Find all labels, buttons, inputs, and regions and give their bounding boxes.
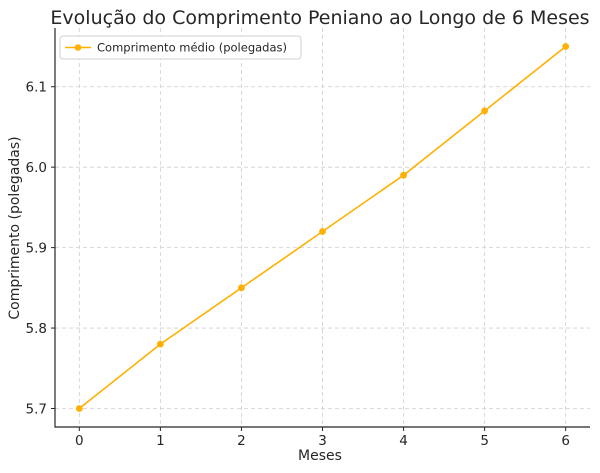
y-tick-label: 5.9	[26, 241, 47, 257]
data-point	[481, 107, 489, 115]
x-tick-label: 1	[156, 433, 165, 449]
grid	[55, 28, 590, 427]
data-point	[75, 405, 83, 412]
legend-box	[59, 35, 302, 60]
y-tick-label: 6.1	[26, 80, 47, 96]
x-tick-label: 3	[318, 433, 327, 449]
axes-spine	[54, 28, 590, 428]
y-axis: 5.7 5.8 5.9 6.0 6.1	[26, 80, 55, 417]
x-tick-label: 4	[399, 433, 408, 449]
x-axis: 0 1 2 3 4 5 6	[75, 427, 570, 449]
data-point	[156, 340, 164, 348]
y-axis-label: Comprimento (polegadas)	[7, 136, 23, 319]
y-tick-label: 5.8	[26, 321, 47, 337]
series-layer	[75, 43, 570, 412]
data-point	[562, 43, 570, 50]
x-tick-label: 6	[561, 433, 570, 449]
data-point	[400, 171, 407, 179]
legend-point-marker	[74, 44, 82, 51]
x-tick-label: 2	[237, 433, 246, 449]
x-tick-label: 5	[480, 433, 489, 449]
data-point	[238, 284, 245, 292]
y-tick-label: 5.7	[26, 401, 47, 417]
chart-title: Evolução do Comprimento Peniano ao Longo…	[50, 7, 589, 29]
data-point	[319, 228, 326, 235]
legend: Comprimento médio (polegadas)	[59, 35, 302, 60]
y-tick-label: 6.0	[26, 160, 47, 176]
x-tick-label: 0	[75, 433, 84, 449]
legend-label: Comprimento médio (polegadas)	[97, 41, 287, 55]
x-axis-label: Meses	[298, 448, 342, 464]
